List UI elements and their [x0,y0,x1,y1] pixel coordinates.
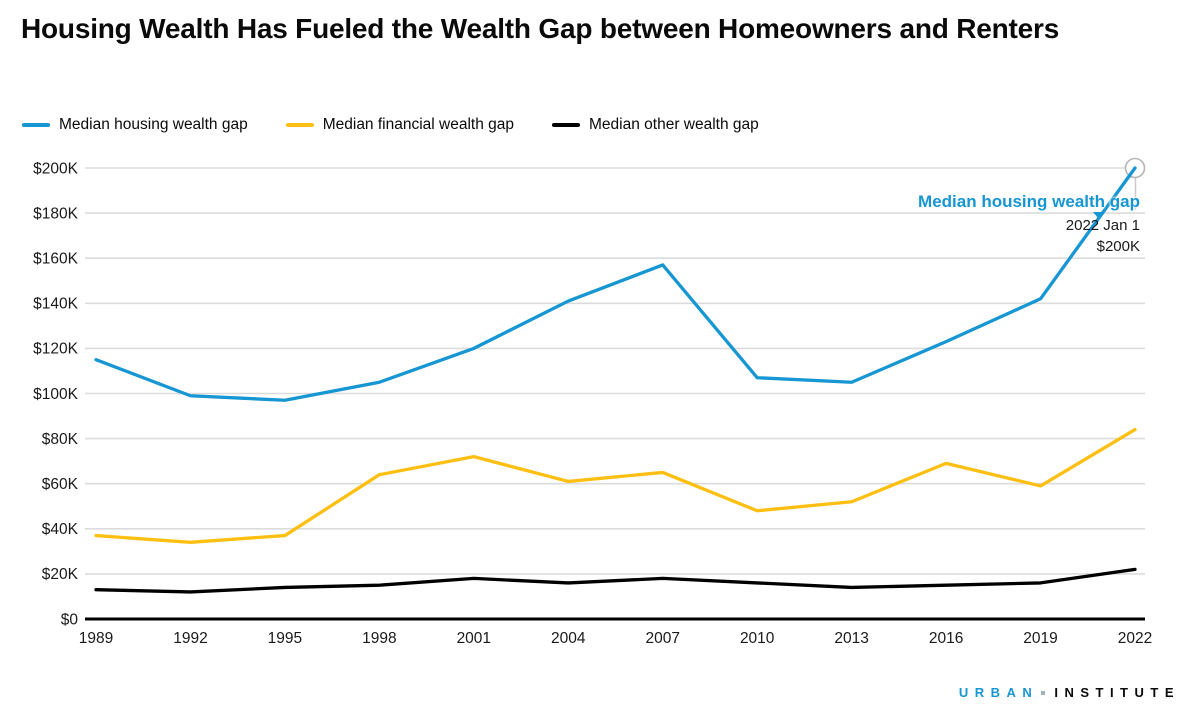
y-axis-tick-label: $180K [33,205,78,222]
x-axis-tick-label: 2001 [457,630,491,647]
legend-swatch-icon [285,123,314,127]
x-axis-tick-label: 1998 [362,630,396,647]
y-axis-tick-label: $80K [42,431,79,448]
page-title: Housing Wealth Has Fueled the Wealth Gap… [21,13,1060,44]
x-axis-tick-label: 1989 [79,630,113,647]
logo-dot-icon [1041,690,1046,695]
x-axis-tick-label: 2013 [834,630,868,647]
tooltip-caret-icon [1093,212,1103,218]
legend-item-label: Median other wealth gap [589,116,759,133]
legend-item-2: Median other wealth gap [552,116,759,134]
x-axis-tick-label: 2004 [551,630,586,647]
y-axis-tick-label: $200K [33,160,78,177]
tooltip-value: $200K [1096,238,1140,255]
logo-word-institute: INSTITUTE [1054,685,1180,700]
legend-item-1: Median financial wealth gap [285,116,515,134]
legend-item-label: Median housing wealth gap [59,116,248,133]
urban-institute-logo: URBAN INSTITUTE [959,685,1180,700]
x-axis-tick-label: 2022 [1118,630,1152,647]
tooltip-date: 2022 Jan 1 [1065,217,1140,234]
x-axis-tick-label: 2010 [740,630,775,647]
y-axis-tick-label: $0 [61,611,79,628]
y-axis-tick-label: $20K [42,566,79,583]
legend-item-0: Median housing wealth gap [22,116,248,134]
legend-swatch-icon [552,123,581,127]
x-axis-tick-label: 1995 [268,630,302,647]
series-line-2[interactable] [94,567,1137,594]
legend-swatch-icon [22,123,50,127]
y-axis-tick-label: $100K [33,386,78,403]
series-line-0[interactable] [94,166,1137,402]
y-axis-tick-label: $40K [42,521,79,538]
y-axis-tick-label: $140K [33,296,78,313]
x-axis-tick-label: 2019 [1023,630,1057,647]
logo-word-urban: URBAN [958,685,1039,700]
x-axis-tick-label: 2007 [645,630,679,647]
y-axis-tick-label: $120K [33,341,78,358]
series-line-1[interactable] [94,427,1137,544]
x-axis-tick-label: 2016 [929,630,963,647]
hover-tooltip: Median housing wealth gap 2022 Jan 1 $20… [918,191,1140,257]
y-axis-tick-label: $160K [33,251,78,268]
tooltip-series-label: Median housing wealth gap [918,192,1140,211]
chart-legend: Median housing wealth gap Median financia… [22,116,759,134]
legend-item-label: Median financial wealth gap [322,116,515,133]
x-axis-tick-label: 1992 [173,630,207,647]
y-axis-tick-label: $60K [42,476,79,493]
